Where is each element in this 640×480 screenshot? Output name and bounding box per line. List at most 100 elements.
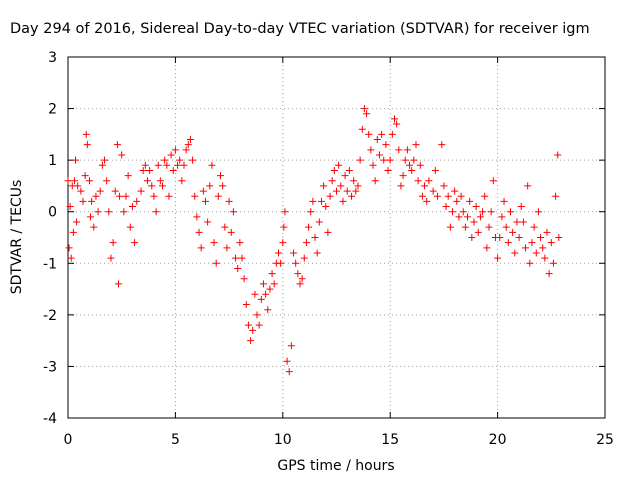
data-point [474,228,482,236]
data-point [315,218,323,226]
data-point [210,239,218,247]
data-point [446,223,454,231]
data-point [382,141,390,149]
data-point [326,192,334,200]
data-point [397,182,405,190]
data-point [498,213,506,221]
data-point [79,197,87,205]
data-point [87,213,95,221]
data-point [410,156,418,164]
data-point [204,218,212,226]
data-point [459,208,467,216]
data-point [191,192,199,200]
data-point [280,223,288,231]
data-point [281,208,289,216]
data-point [128,203,136,211]
data-point [137,187,145,195]
data-point [343,187,351,195]
data-point [249,326,257,334]
data-point [412,141,420,149]
data-point [223,244,231,252]
x-tick-label: 15 [381,432,399,448]
data-point [262,290,270,298]
y-axis-label: SDTVAR / TECUs [9,180,25,295]
grid-lines [68,57,605,418]
data-point [227,228,235,236]
x-tick-label: 10 [274,432,292,448]
data-point [509,228,517,236]
data-point [479,208,487,216]
data-point [504,239,512,247]
data-point [287,342,295,350]
data-point [305,223,313,231]
data-point [530,223,538,231]
data-point [298,275,306,283]
data-point [154,161,162,169]
data-point [526,259,534,267]
data-point [88,197,96,205]
data-point [92,192,100,200]
data-point [549,259,557,267]
data-point [328,177,336,185]
data-point [163,161,171,169]
data-point [425,177,433,185]
data-point [333,187,340,195]
data-point [363,110,371,118]
data-point [448,208,456,216]
data-point [515,234,523,241]
data-point [69,228,77,236]
data-point [360,105,368,113]
data-point [199,187,207,195]
data-point [65,244,73,252]
data-point [539,244,547,252]
data-point [348,192,356,200]
data-point [300,254,308,262]
data-point [82,130,90,138]
data-point [423,197,431,205]
y-tick-label: 2 [48,102,57,118]
data-point [341,172,349,180]
data-point [66,203,74,211]
data-point [371,177,379,185]
data-point [143,177,151,185]
data-point [522,244,530,252]
data-point [122,192,130,200]
data-point [384,166,392,174]
data-point [240,275,248,283]
data-point [440,182,448,190]
data-point [124,172,132,180]
data-point [257,295,265,303]
data-point [229,208,237,216]
data-point [244,321,252,329]
data-point [195,228,203,236]
data-point [159,182,167,190]
data-point [184,141,192,149]
data-point [466,197,474,205]
data-point [406,161,414,169]
data-point [378,130,386,138]
data-point [358,125,366,133]
data-point [386,156,394,164]
y-tick-label: 1 [48,153,57,169]
data-point [268,270,276,278]
axis-ticks [67,56,606,419]
data-point [152,208,160,216]
data-point [367,146,375,154]
data-point [186,136,194,144]
data-point [414,177,422,185]
data-point [552,192,560,200]
data-point [107,254,115,262]
data-point [324,228,332,236]
data-point [453,197,461,205]
data-point [322,203,330,211]
data-point [111,187,119,195]
data-point [94,208,102,216]
data-point [113,141,121,149]
data-point [165,192,173,200]
data-point [156,177,164,185]
data-point [70,177,78,185]
data-point [266,285,274,293]
data-point [337,182,345,190]
data-point [131,239,139,247]
